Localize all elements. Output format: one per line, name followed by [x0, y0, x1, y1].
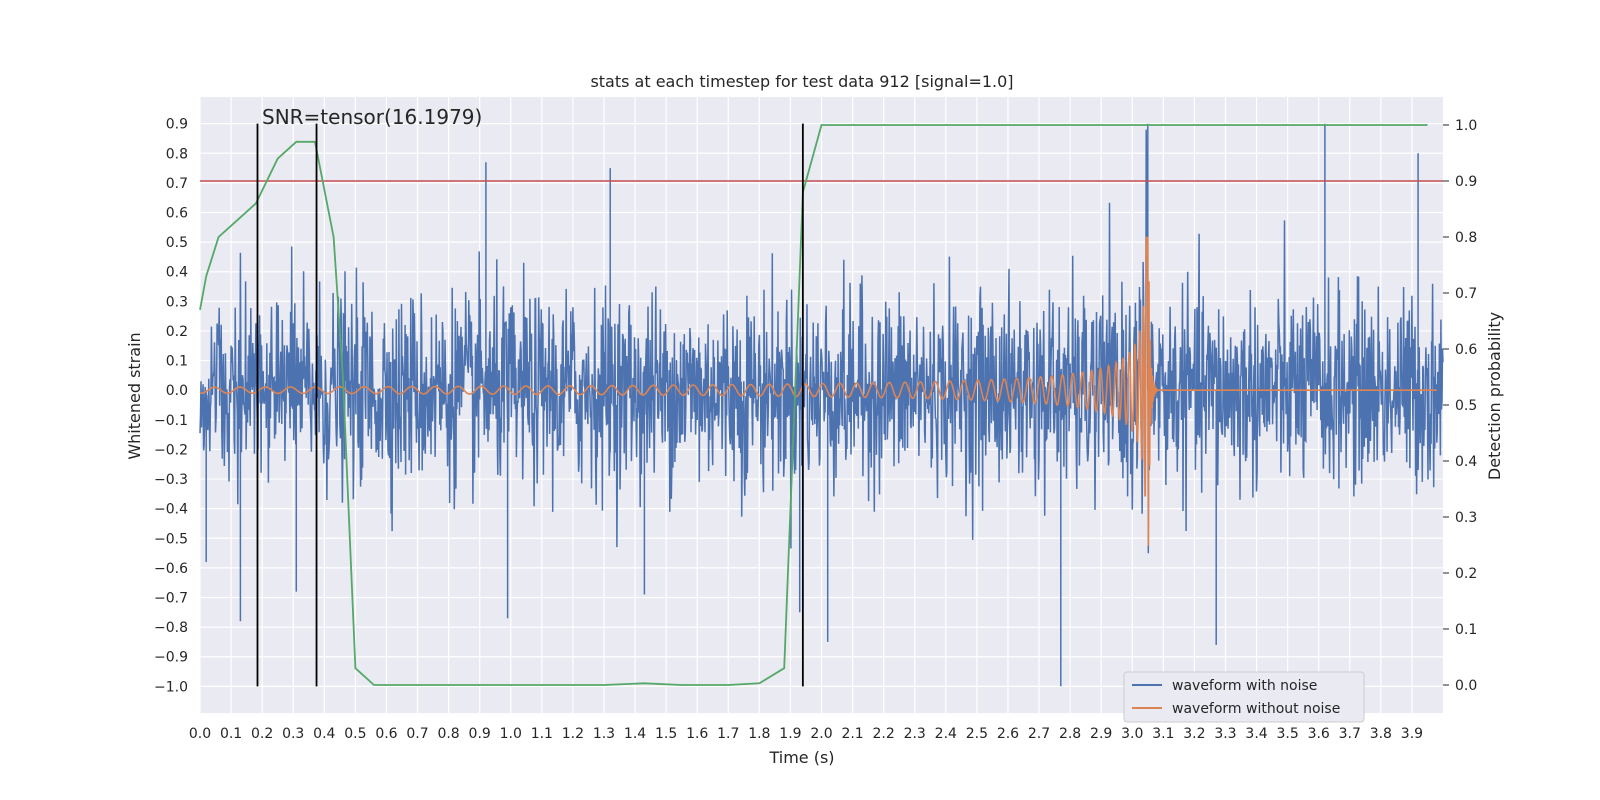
y2-tick-label: 0.6 — [1455, 342, 1477, 358]
y-tick-label: −0.4 — [154, 502, 188, 518]
y-tick-label: 0.4 — [166, 265, 188, 281]
x-tick-label: 2.2 — [873, 726, 895, 742]
y2-tick-label: 0.8 — [1455, 230, 1477, 246]
x-tick-label: 3.9 — [1401, 726, 1423, 742]
x-tick-label: 1.2 — [562, 726, 584, 742]
x-tick-label: 3.1 — [1152, 726, 1174, 742]
x-axis-label: Time (s) — [768, 748, 834, 767]
legend-label-with-noise: waveform with noise — [1172, 678, 1317, 694]
x-tick-label: 1.1 — [531, 726, 553, 742]
x-tick-label: 0.1 — [220, 726, 242, 742]
x-tick-label: 2.3 — [904, 726, 926, 742]
y2-tick-label: 0.1 — [1455, 622, 1477, 638]
y-tick-label: −0.1 — [154, 413, 188, 429]
y2-tick-label: 0.0 — [1455, 678, 1477, 694]
y-tick-label: 0.0 — [166, 383, 188, 399]
event-markers — [256, 123, 804, 687]
x-tick-label: 3.3 — [1214, 726, 1236, 742]
x-tick-label: 3.8 — [1370, 726, 1392, 742]
chart-title: stats at each timestep for test data 912… — [590, 72, 1013, 91]
y2-axis-ticks: 1.0 0.9 0.8 0.7 0.6 0.5 0.4 0.3 0.2 0.1 0.0 — [1443, 118, 1477, 694]
y-tick-label: −0.5 — [154, 531, 188, 547]
grid-lines — [199, 97, 1443, 713]
legend-label-without-noise: waveform without noise — [1172, 701, 1340, 717]
x-tick-label: 3.0 — [1121, 726, 1143, 742]
x-tick-label: 0.5 — [344, 726, 366, 742]
y-tick-label: −0.7 — [154, 591, 188, 607]
x-tick-label: 0.7 — [406, 726, 428, 742]
x-tick-label: 0.4 — [313, 726, 335, 742]
y-tick-label: 0.1 — [166, 354, 188, 370]
y2-tick-label: 0.2 — [1455, 566, 1477, 582]
x-tick-label: 1.0 — [500, 726, 522, 742]
x-tick-label: 2.9 — [1090, 726, 1112, 742]
y-tick-label: 0.6 — [166, 206, 188, 222]
x-tick-label: 0.2 — [251, 726, 273, 742]
x-tick-label: 3.7 — [1339, 726, 1361, 742]
y2-axis-label: Detection probability — [1485, 312, 1504, 480]
x-tick-label: 0.0 — [189, 726, 211, 742]
series-detection-probability — [199, 124, 1428, 686]
x-tick-label: 3.2 — [1183, 726, 1205, 742]
x-tick-label: 3.5 — [1276, 726, 1298, 742]
x-tick-label: 1.7 — [717, 726, 739, 742]
x-tick-label: 0.8 — [437, 726, 459, 742]
series-waveform-without-noise — [199, 236, 1437, 547]
x-tick-label: 3.4 — [1245, 726, 1267, 742]
y-tick-label: 0.8 — [166, 146, 188, 162]
x-tick-label: 1.5 — [655, 726, 677, 742]
y2-tick-label: 0.9 — [1455, 174, 1477, 190]
y-tick-label: −0.2 — [154, 442, 188, 458]
y2-tick-label: 0.7 — [1455, 286, 1477, 302]
y2-tick-label: 1.0 — [1455, 118, 1477, 134]
x-tick-label: 2.4 — [935, 726, 957, 742]
legend: waveform with noise waveform without noi… — [1123, 671, 1365, 723]
y-axis-ticks: 0.9 0.8 0.7 0.6 0.5 0.4 0.3 0.2 0.1 0.0 −0.1 −0.2 −0… — [154, 117, 188, 696]
y-tick-label: 0.9 — [166, 117, 188, 133]
x-tick-label: 2.8 — [1059, 726, 1081, 742]
x-tick-label: 3.6 — [1308, 726, 1330, 742]
x-tick-label: 0.9 — [469, 726, 491, 742]
y-tick-label: −0.9 — [154, 650, 188, 666]
x-tick-label: 2.0 — [810, 726, 832, 742]
y-tick-label: 0.7 — [166, 176, 188, 192]
x-tick-label: 1.8 — [748, 726, 770, 742]
legend-box — [1123, 671, 1365, 723]
y2-tick-label: 0.3 — [1455, 510, 1477, 526]
x-tick-label: 2.7 — [1028, 726, 1050, 742]
x-tick-label: 1.4 — [624, 726, 646, 742]
y-tick-label: −0.8 — [154, 620, 188, 636]
y-tick-label: 0.3 — [166, 294, 188, 310]
x-tick-label: 0.6 — [375, 726, 397, 742]
x-tick-label: 2.6 — [997, 726, 1019, 742]
y-tick-label: −0.3 — [154, 472, 188, 488]
x-axis-ticks: 0.0 0.1 0.2 0.3 0.4 0.5 0.6 0.7 0.8 0.9 1.0 1.1 1.2 1… — [189, 726, 1423, 742]
y2-tick-label: 0.5 — [1455, 398, 1477, 414]
y-tick-label: −1.0 — [154, 679, 188, 695]
snr-annotation: SNR=tensor(16.1979) — [262, 105, 482, 129]
x-tick-label: 1.9 — [779, 726, 801, 742]
y-tick-label: 0.5 — [166, 235, 188, 251]
x-tick-label: 1.6 — [686, 726, 708, 742]
x-tick-label: 2.5 — [966, 726, 988, 742]
y-tick-label: 0.2 — [166, 324, 188, 340]
y-tick-label: −0.6 — [154, 561, 188, 577]
line-waveform-without-noise — [199, 236, 1437, 547]
x-tick-label: 0.3 — [282, 726, 304, 742]
y-axis-label: Whitened strain — [125, 332, 144, 459]
x-tick-label: 2.1 — [841, 726, 863, 742]
x-tick-label: 1.3 — [593, 726, 615, 742]
line-detection-probability — [199, 124, 1428, 686]
y2-tick-label: 0.4 — [1455, 454, 1477, 470]
